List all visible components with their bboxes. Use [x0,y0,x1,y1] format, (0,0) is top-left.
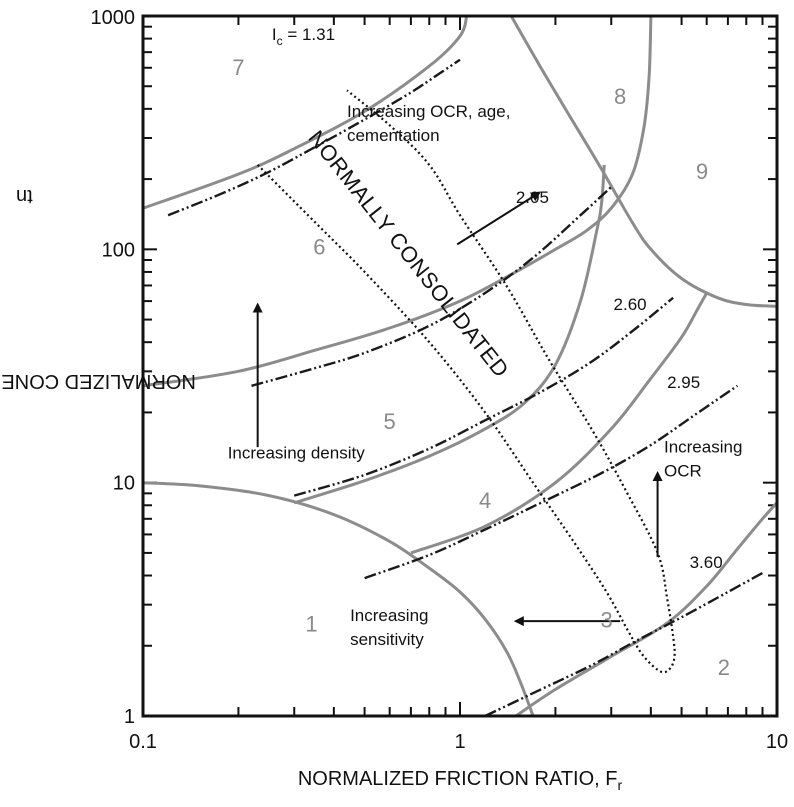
ic-contour-line [167,58,461,217]
plot-frame [141,14,779,718]
x-tick-label: 10 [766,731,788,753]
nc-band [256,89,676,674]
zone-label: 4 [479,488,491,513]
zone-label: 2 [718,655,730,680]
annotation-text: Increasing OCR [664,437,742,480]
y-tick-label: 1 [124,706,135,728]
zone-boundaries [143,16,777,716]
y-tick-label: 10 [113,473,135,495]
ic-contour-line [484,571,764,716]
x-tick-label: 0.1 [129,731,157,753]
annotation-arrows [252,191,663,627]
zone-label: 7 [232,55,244,80]
x-tick-label: 1 [454,731,465,753]
zone-boundary-line [143,16,653,388]
y-tick-label: 1000 [91,7,136,29]
annotation-arrow [456,191,542,246]
ic-contour-label: Ic = 1.31 [272,25,335,48]
annotation-text: Increasing OCR, age, cementation [347,102,510,145]
zone-boundary-line [509,16,777,308]
ic-contour-line [293,296,674,497]
zone-label: 1 [305,612,317,637]
ic-contour-label: 2.05 [516,188,549,207]
ic-contour-label: 2.60 [614,295,647,314]
ic-contour-label: 3.60 [690,553,723,572]
y-tick-label: 100 [102,239,135,261]
zone-label: 5 [384,409,396,434]
nc-band-outline [256,89,676,674]
zone-label: 8 [614,84,626,109]
zone-boundary-line [410,292,709,555]
zone-boundary-line [514,501,777,716]
y-axis-title: NORMALIZED CONE RESISTANCE, Qtn [0,184,197,392]
zone-label: 3 [600,607,612,632]
zone-boundary-line [143,481,535,716]
zone-boundary-line [143,16,469,210]
zone-label: 9 [696,159,708,184]
x-axis-title: NORMALIZED FRICTION RATIO, Fr [297,768,623,793]
annotation-text: Increasing sensitivity [350,606,428,649]
ic-contours [167,58,764,716]
annotation-text: Increasing density [228,443,366,462]
ic-contour-label: 2.95 [667,373,700,392]
zone-label: 6 [313,235,325,260]
zone-boundary-line [293,164,606,505]
